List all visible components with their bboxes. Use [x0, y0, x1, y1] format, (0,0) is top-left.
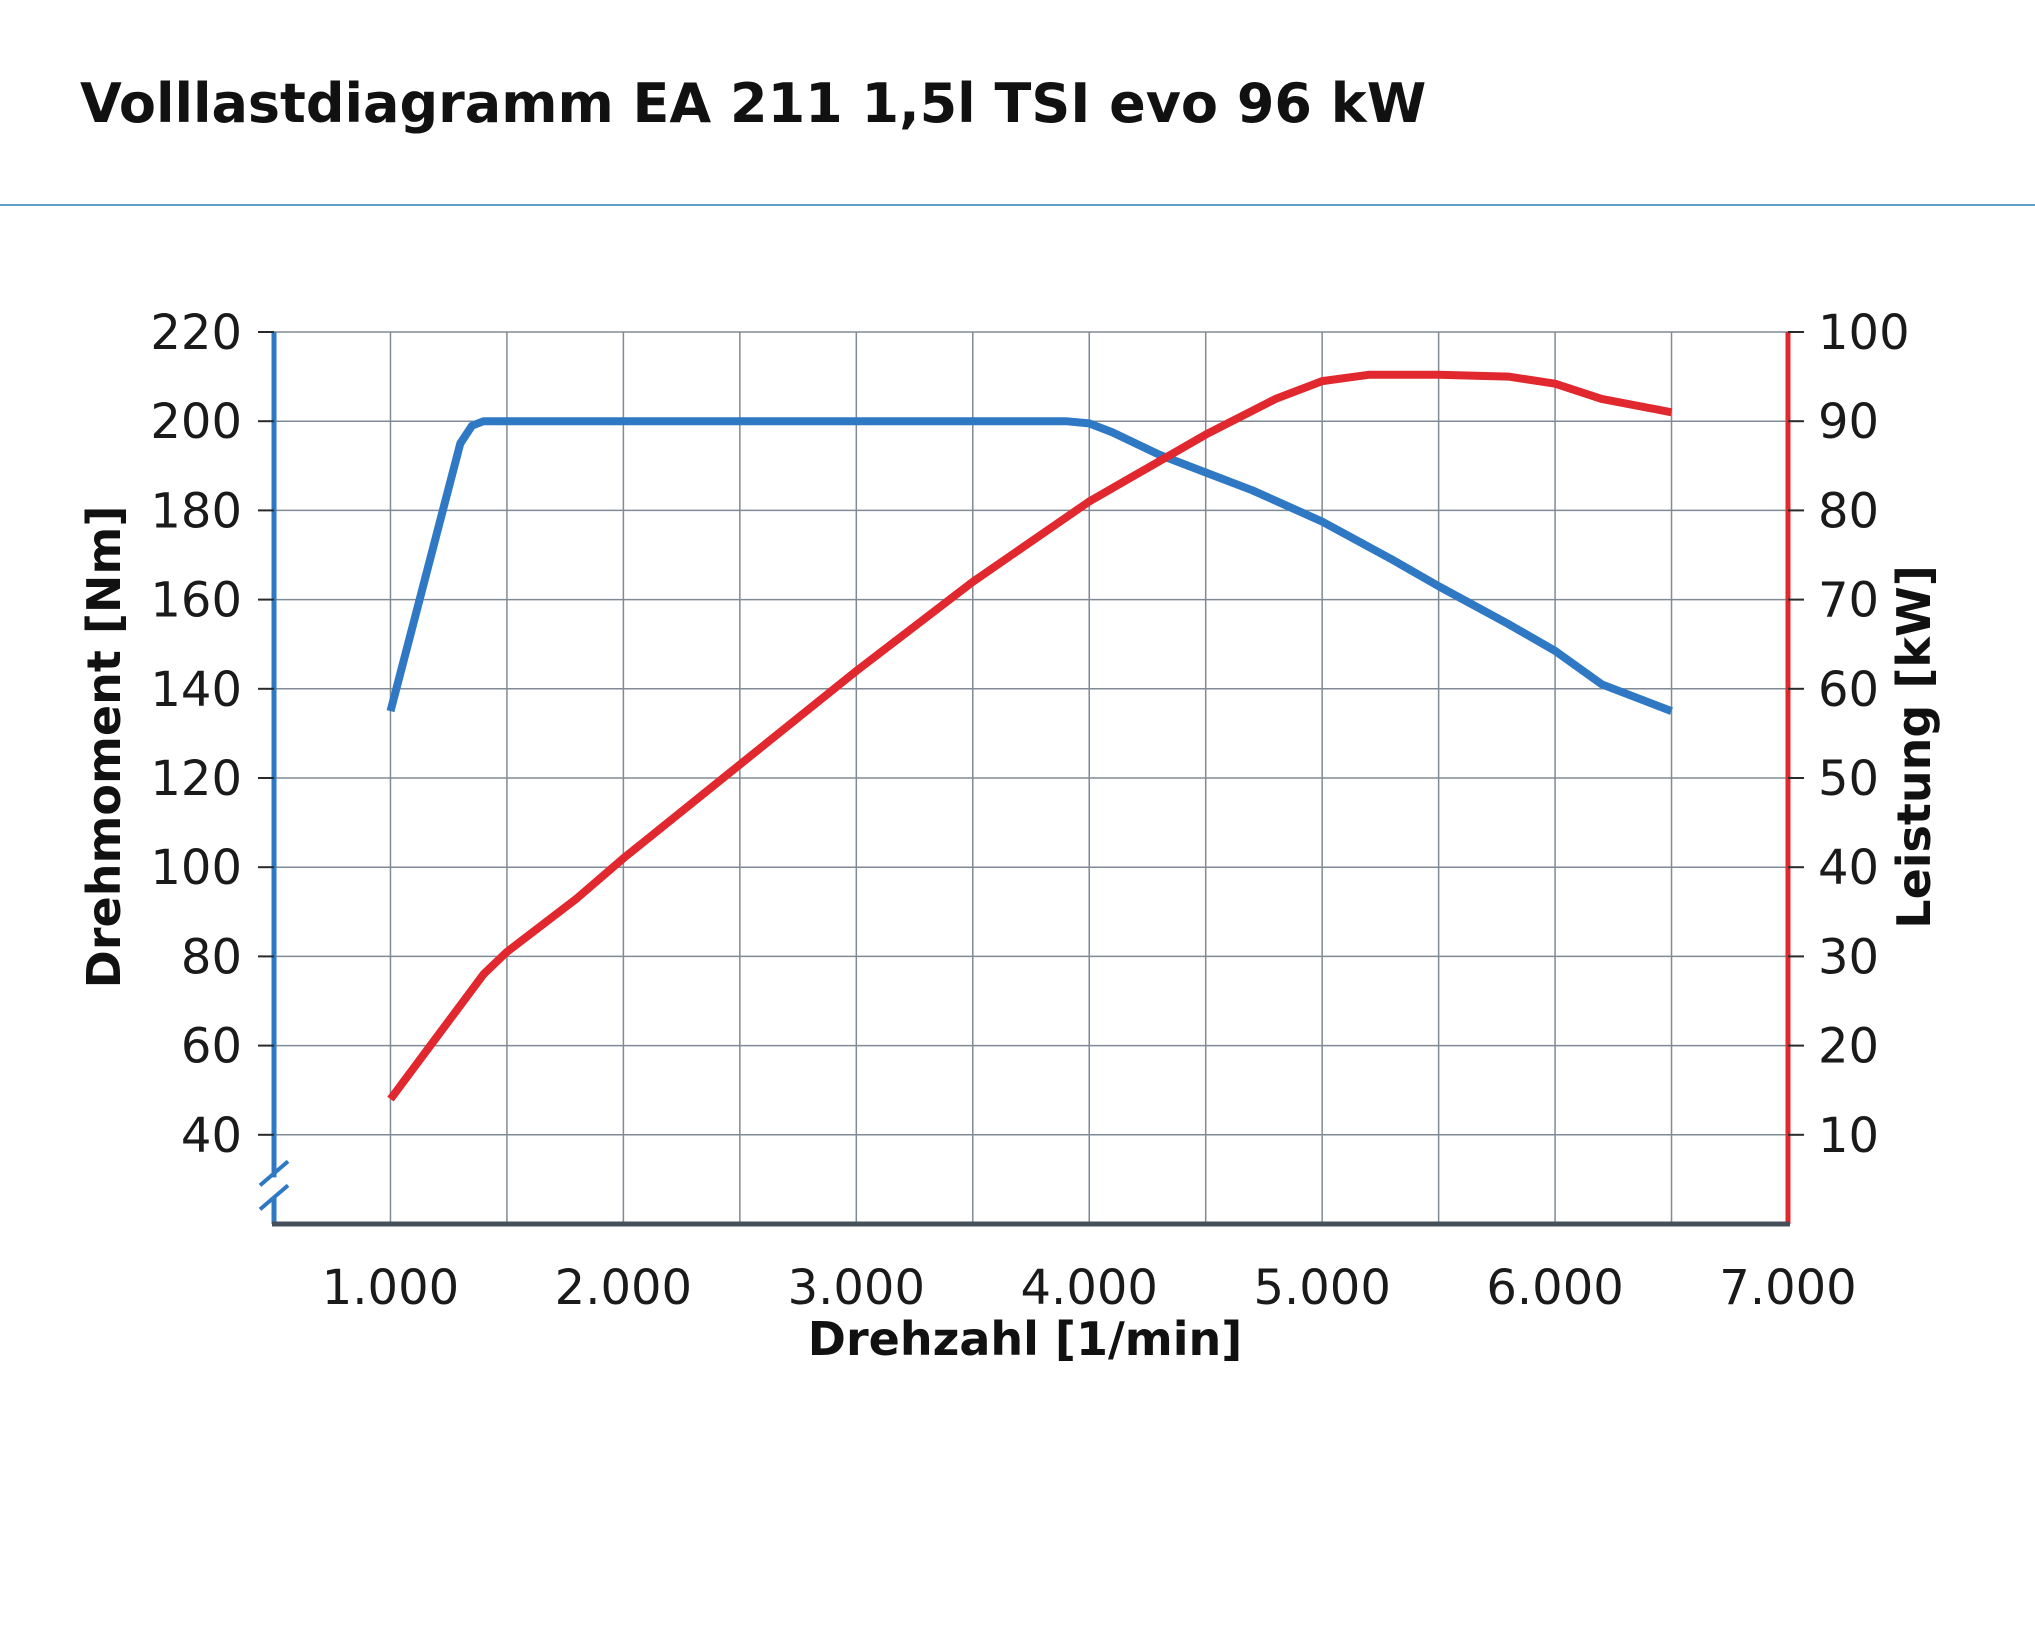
right-tick-label: 50 — [1818, 751, 1879, 807]
left-tick-label: 40 — [181, 1108, 242, 1164]
series-layer — [386, 370, 1673, 1102]
right-tick-label: 40 — [1818, 840, 1879, 896]
x-tick-label: 2.000 — [555, 1260, 692, 1316]
torque-series-line — [386, 417, 1673, 715]
right-tick-label: 100 — [1818, 305, 1910, 361]
left-tick-label: 100 — [150, 840, 242, 896]
axis-break-mark — [258, 1159, 290, 1187]
x-axis-title: Drehzahl [1/min] — [808, 1312, 1242, 1366]
axis-layer — [258, 331, 1804, 1227]
right-tick-label: 90 — [1818, 394, 1879, 450]
power-series-line — [387, 370, 1673, 1102]
left-tick-label: 160 — [150, 573, 242, 629]
x-tick-label: 4.000 — [1021, 1260, 1158, 1316]
chart-title: Volllastdiagramm EA 211 1,5l TSI evo 96 … — [80, 72, 1427, 135]
title-divider — [0, 204, 2035, 206]
right-tick-label: 20 — [1818, 1019, 1879, 1075]
x-tick-label: 1.000 — [322, 1260, 459, 1316]
left-tick-label: 220 — [150, 305, 242, 361]
right-tick-label: 60 — [1818, 662, 1879, 718]
grid-layer — [274, 331, 1788, 1224]
right-y-axis-title: Leistung [kW] — [1887, 565, 1941, 928]
left-y-axis-title: Drehmoment [Nm] — [77, 506, 131, 989]
left-tick-label: 60 — [181, 1019, 242, 1075]
label-layer: 40 60 80 100 120 140 160 180 200 220 10 20 30 40 50 60 7… — [150, 305, 1909, 1316]
x-tick-label: 6.000 — [1486, 1260, 1623, 1316]
left-tick-label: 200 — [150, 394, 242, 450]
x-tick-label: 5.000 — [1253, 1260, 1390, 1316]
axis-break-mark — [258, 1183, 290, 1211]
x-tick-label: 3.000 — [788, 1260, 925, 1316]
left-tick-label: 140 — [150, 662, 242, 718]
right-tick-label: 80 — [1818, 483, 1879, 539]
right-tick-label: 70 — [1818, 573, 1879, 629]
x-tick-label: 7.000 — [1719, 1260, 1856, 1316]
right-tick-label: 30 — [1818, 929, 1879, 985]
left-tick-label: 180 — [150, 483, 242, 539]
left-tick-label: 120 — [150, 751, 242, 807]
right-tick-label: 10 — [1818, 1108, 1879, 1164]
left-tick-label: 80 — [181, 929, 242, 985]
